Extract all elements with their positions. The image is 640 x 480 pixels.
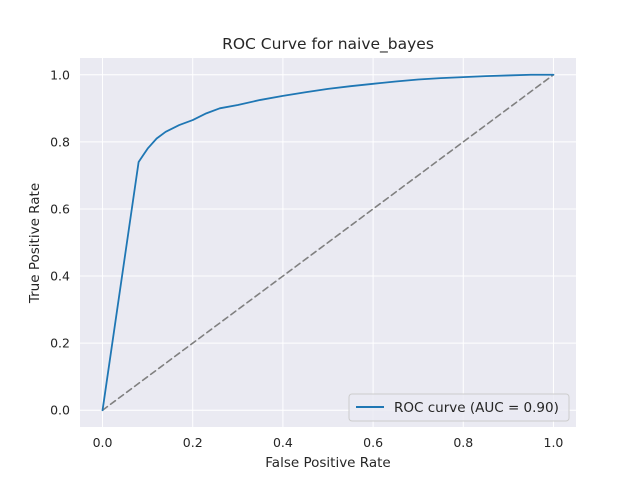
x-tick-label: 0.0: [93, 435, 113, 450]
series-layer: [101, 73, 555, 412]
x-tick-label: 0.6: [363, 435, 383, 450]
y-tick-label: 0.6: [50, 201, 70, 216]
y-tick-label: 0.8: [50, 134, 70, 149]
y-tick-label: 0.4: [50, 269, 70, 284]
x-axis-label: False Positive Rate: [265, 455, 390, 471]
y-tick-label: 0.2: [50, 336, 70, 351]
y-tick-label: 0.0: [50, 403, 70, 418]
chart-title: ROC Curve for naive_bayes: [222, 35, 434, 54]
ticks: 0.0 0.2 0.4 0.6 0.8 1.0 0.0 0.2 0.4 0.6 0.8 1.0: [50, 67, 563, 450]
x-tick-label: 0.8: [453, 435, 473, 450]
legend: ROC curve (AUC = 0.90): [348, 393, 570, 422]
legend-entry: ROC curve (AUC = 0.90): [394, 400, 559, 416]
roc-curve-line: [101, 73, 555, 412]
y-axis-label: True Positive Rate: [27, 183, 43, 304]
legend-box: [348, 393, 570, 422]
chance-diagonal-line: [101, 73, 555, 412]
x-tick-label: 1.0: [544, 435, 564, 450]
x-tick-label: 0.2: [183, 435, 203, 450]
x-tick-label: 0.4: [273, 435, 293, 450]
grid: [80, 58, 576, 427]
y-tick-label: 1.0: [50, 67, 70, 82]
